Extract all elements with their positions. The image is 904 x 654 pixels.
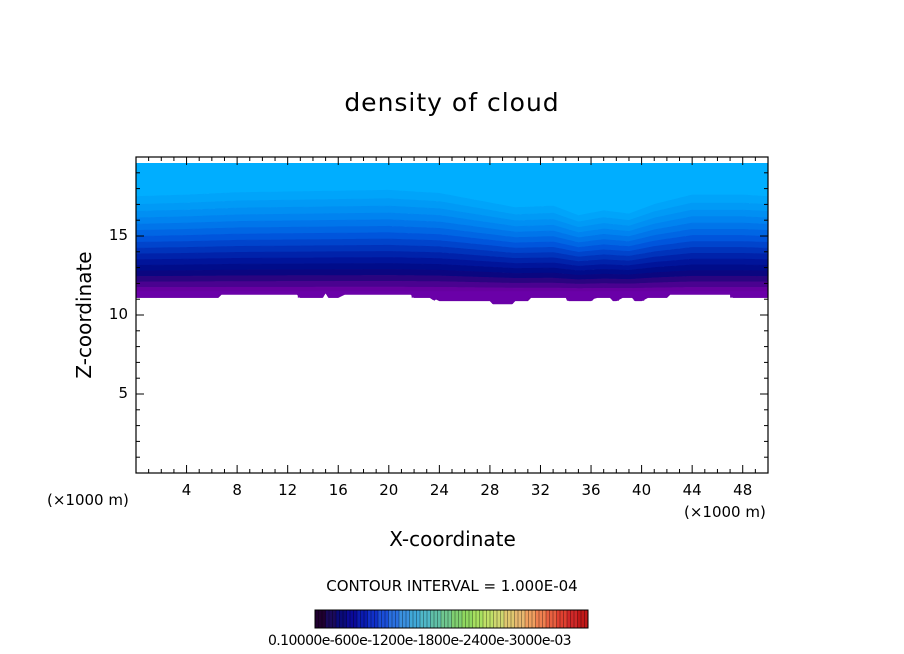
x-tick-label: 28 (480, 481, 500, 499)
x-unit-label-right: (×1000 m) (684, 503, 766, 521)
contour-interval-label: CONTOUR INTERVAL = 1.000E-04 (326, 577, 578, 595)
chart-title: density of cloud (344, 88, 560, 117)
y-tick-label: 5 (118, 384, 128, 402)
colorbar-swatch (514, 610, 526, 628)
x-tick-label: 48 (733, 481, 753, 499)
colorbar-swatch (504, 610, 515, 628)
colorbar-swatch (535, 610, 547, 628)
x-tick-label: 8 (232, 481, 242, 499)
colorbar-swatch (525, 610, 536, 628)
x-tick-label: 20 (379, 481, 399, 499)
colorbar-swatch (472, 610, 484, 628)
cloud-base-edge (136, 291, 768, 304)
x-tick-label: 24 (429, 481, 449, 499)
x-tick-label: 36 (581, 481, 601, 499)
colorbar-swatch (567, 610, 578, 628)
x-tick-label: 16 (328, 481, 348, 499)
colorbar-swatch (430, 610, 442, 628)
colorbar-swatch (357, 610, 368, 628)
x-tick-label: 44 (682, 481, 702, 499)
colorbar-swatch (441, 610, 452, 628)
x-tick-label: 32 (530, 481, 551, 499)
cloud-density-field (135, 163, 769, 305)
colorbar-swatch (325, 610, 337, 628)
colorbar-swatch (420, 610, 431, 628)
colorbar-swatch (483, 610, 494, 628)
colorbar-swatch (388, 610, 400, 628)
colorbar-frame (314, 609, 589, 629)
colorbar-labels: 0.10000e-600e-1200e-1800e-2400e-3000e-03 (268, 633, 572, 649)
colorbar-swatch (315, 610, 326, 628)
x-tick-label: 4 (181, 481, 192, 499)
colorbar-swatch (577, 610, 589, 628)
colorbar-swatch (462, 610, 473, 628)
colorbar-swatch (451, 610, 463, 628)
colorbar-swatch (378, 610, 389, 628)
colorbar-swatch (493, 610, 505, 628)
colorbar-swatch (346, 610, 358, 628)
colorbar-swatch (367, 610, 379, 628)
colorbar-swatch (556, 610, 568, 628)
colorbar (314, 609, 589, 629)
y-tick-label: 15 (108, 226, 128, 244)
x-unit-label-left: (×1000 m) (47, 491, 129, 509)
x-axis-label: X-coordinate (389, 527, 516, 551)
colorbar-swatch (336, 610, 347, 628)
colorbar-swatch (546, 610, 557, 628)
colorbar-swatch (409, 610, 421, 628)
axis-ticks (136, 157, 768, 473)
y-axis-label: Z-coordinate (72, 251, 96, 379)
x-tick-label: 12 (278, 481, 298, 499)
y-tick-label: 10 (108, 305, 128, 323)
x-tick-label: 40 (632, 481, 652, 499)
colorbar-swatch (399, 610, 410, 628)
